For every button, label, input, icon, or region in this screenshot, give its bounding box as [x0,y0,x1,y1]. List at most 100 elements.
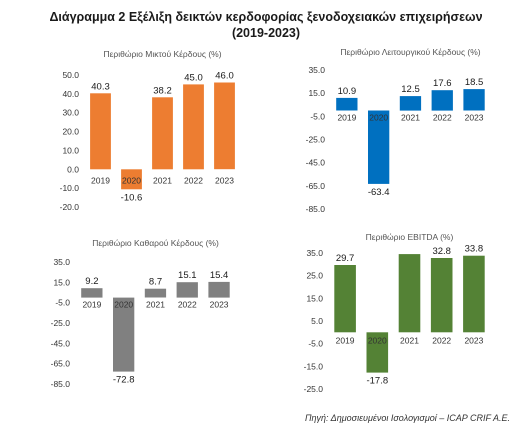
figure-title-line-1: Διάγραμμα 2 Εξέλιξη δεικτών κερδοφορίας … [49,10,483,24]
bar-2019 [334,265,356,333]
x-category-label: 2020 [369,113,388,123]
x-category-label: 2021 [153,175,172,185]
bar-2022 [430,258,453,333]
bar-2021 [398,254,421,333]
data-label: 12.5 [401,84,420,95]
y-tick-label: -20.0 [60,202,80,212]
y-tick-label: 5.0 [311,316,323,326]
bar-2019 [336,97,358,111]
bar-2022 [431,90,453,111]
x-category-label: 2022 [433,113,452,123]
y-tick-label: 15.0 [306,293,323,303]
x-category-label: 2020 [368,335,387,345]
data-label: 29.7 [336,253,355,264]
bar-2023 [463,255,485,333]
y-tick-label: 40.0 [62,89,79,99]
bar-2020 [121,169,142,190]
y-tick-label: 15.0 [308,88,325,98]
y-tick-label: -85.0 [306,204,326,214]
y-tick-label: -10.0 [60,183,80,193]
data-label: 18.5 [465,77,484,88]
bar-2022 [176,282,198,298]
data-label: -63.4 [368,187,390,198]
x-category-label: 2022 [432,335,451,345]
data-label: 15.1 [178,270,197,281]
y-tick-label: 25.0 [306,271,323,281]
x-category-label: 2019 [82,300,101,310]
ebitda-margin-chart: Περιθώριο EBITDA (%) 35.0 25.0 15.0 5.0 -5.0 -… [304,232,485,394]
data-label: 15.4 [210,270,229,281]
data-label: -72.8 [113,375,135,386]
y-tick-label: 35.0 [306,248,323,258]
y-tick-label: -25.0 [306,135,326,145]
y-tick-label: -25.0 [51,318,71,328]
y-tick-label: -85.0 [51,379,71,389]
x-category-label: 2019 [337,113,356,123]
bar-2023 [214,82,235,170]
x-category-label: 2021 [401,113,420,123]
x-category-label: 2021 [146,300,165,310]
bar-2020 [113,297,135,372]
y-tick-label: 30.0 [62,108,79,118]
bar-2020 [368,110,390,184]
y-tick-label: -65.0 [51,359,71,369]
bar-2022 [183,84,204,170]
data-label: 45.0 [184,72,203,83]
y-tick-label: 35.0 [308,65,325,75]
source-note: Πηγή: Δημοσιευμένοι Ισολογισμοί – ICAP C… [304,413,510,423]
x-category-label: 2019 [336,335,355,345]
y-tick-label: -25.0 [304,384,324,394]
chart-title: Περιθώριο EBITDA (%) [366,232,454,242]
y-tick-label: 15.0 [53,277,70,287]
chart-title: Περιθώριο Καθαρού Κέρδους (%) [92,238,219,248]
bar-2019 [81,288,103,298]
bar-2021 [399,96,422,111]
data-label: 38.2 [153,85,172,96]
y-tick-label: -15.0 [304,361,324,371]
bar-2020 [366,332,389,373]
data-label: 33.8 [465,244,484,255]
data-label: 9.2 [85,276,98,287]
x-category-label: 2019 [91,175,110,185]
y-tick-label: -65.0 [306,181,326,191]
x-category-label: 2023 [210,300,229,310]
x-category-label: 2023 [465,113,484,123]
x-category-label: 2023 [215,175,234,185]
y-tick-label: 35.0 [53,257,70,267]
data-label: 46.0 [215,71,234,82]
y-tick-label: -5.0 [308,339,323,349]
y-tick-label: -5.0 [55,298,70,308]
x-category-label: 2022 [178,300,197,310]
x-category-label: 2020 [114,300,133,310]
y-tick-label: -45.0 [306,158,326,168]
x-category-label: 2020 [122,175,141,185]
bar-2023 [208,281,230,298]
x-category-label: 2022 [184,175,203,185]
y-tick-label: 20.0 [62,127,79,137]
y-tick-label: 10.0 [62,145,79,155]
y-tick-label: 50.0 [62,70,79,80]
data-label: 10.9 [338,86,357,97]
chart-title: Περιθώριο Λειτουργικού Κέρδους (%) [340,47,480,57]
x-category-label: 2023 [464,335,483,345]
bar-2021 [152,97,173,170]
bar-2021 [144,288,167,298]
data-label: 17.6 [433,78,452,89]
y-tick-label: -5.0 [310,111,325,121]
chart-title: Περιθώριο Μικτού Κέρδους (%) [103,49,221,59]
x-category-label: 2021 [400,335,419,345]
net-margin-chart: Περιθώριο Καθαρού Κέρδους (%) 35.0 15.0 -5.… [51,238,230,389]
bar-2019 [90,93,111,170]
figure-title-line-2: (2019-2023) [231,26,301,40]
data-label: -10.6 [121,192,143,203]
data-label: 32.8 [432,246,451,257]
bar-2023 [463,89,485,111]
data-label: -17.8 [366,376,388,387]
data-label: 40.3 [91,81,110,92]
y-tick-label: 0.0 [67,164,79,174]
y-tick-label: -45.0 [51,338,71,348]
data-label: 8.7 [149,277,162,288]
operating-margin-chart: Περιθώριο Λειτουργικού Κέρδους (%) 35.0 15… [306,47,485,214]
figure-title: Διάγραμμα 2 Εξέλιξη δεικτών κερδοφορίας … [0,9,532,41]
